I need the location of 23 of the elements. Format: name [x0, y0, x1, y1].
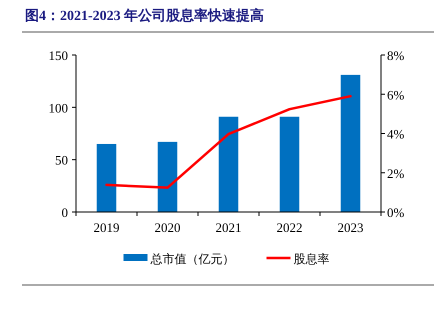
y2-tick-label: 6% [387, 87, 404, 102]
x-tick-label: 2023 [338, 220, 364, 235]
y2-tick-label: 4% [387, 126, 404, 142]
bar [158, 142, 178, 212]
chart-title: 图4：2021-2023 年公司股息率快速提高 [25, 7, 264, 24]
y2-tick-label: 2% [387, 166, 404, 181]
y2-tick-label: 8% [387, 48, 404, 63]
x-tick-label: 2019 [94, 220, 120, 235]
bar [280, 116, 300, 212]
line-series [105, 94, 352, 189]
y-tick-label: 0 [62, 205, 68, 220]
y-tick-label: 50 [55, 152, 68, 168]
bar [340, 74, 360, 212]
bar [96, 144, 116, 212]
y2-tick-label: 0% [387, 205, 404, 220]
bar [218, 116, 238, 212]
x-tick-label: 2021 [216, 220, 242, 235]
legend-label: 股息率 [294, 252, 330, 266]
y-tick-label: 100 [48, 100, 68, 116]
legend-label: 总市值（亿元） [150, 252, 234, 266]
x-tick-label: 2020 [154, 220, 180, 235]
x-tick-label: 2022 [276, 220, 302, 235]
y-tick-label: 150 [48, 48, 68, 63]
